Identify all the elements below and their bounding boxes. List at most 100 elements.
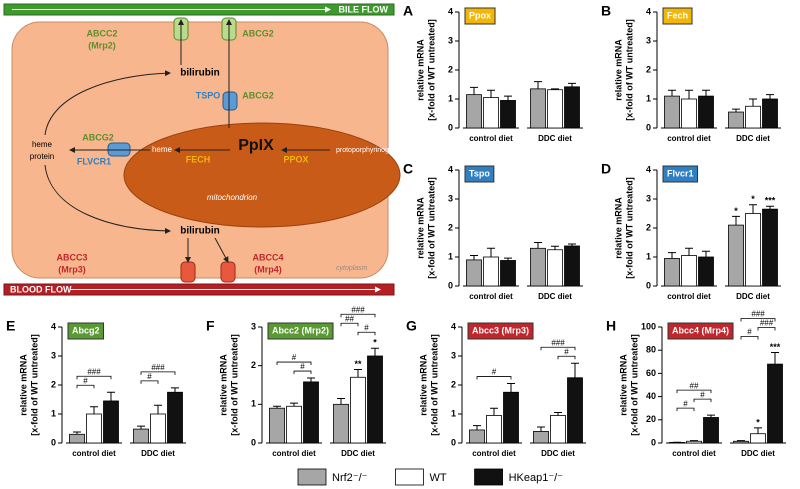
- significance-bracket: [140, 380, 159, 384]
- legend-swatch: [297, 468, 327, 486]
- legend-label: Nrf2⁻/⁻: [332, 472, 368, 484]
- bar: [500, 100, 516, 129]
- y-tick-label: 0: [448, 122, 453, 132]
- transporter: [222, 91, 238, 111]
- error-bar: [571, 362, 579, 378]
- error-bar: [732, 108, 740, 113]
- bar: [286, 405, 302, 444]
- significance-bracket: [340, 313, 376, 318]
- y-tick-label: 3: [646, 35, 651, 45]
- y-tick-label: 4: [451, 321, 456, 331]
- label: ABCG2: [242, 28, 274, 38]
- bar: [530, 247, 546, 287]
- y-tick-label: 3: [251, 321, 256, 331]
- bar: [547, 249, 563, 287]
- significance-bracket: [476, 376, 512, 380]
- label: bilirubin: [180, 68, 219, 79]
- y-tick-label: 3: [451, 350, 456, 360]
- error-bar: [534, 242, 542, 249]
- label: heme: [152, 145, 173, 154]
- bar: [762, 98, 778, 129]
- bar: [466, 94, 482, 129]
- bar: [703, 417, 719, 444]
- y-tick-label: 0: [448, 280, 453, 290]
- x-tick-label: control diet: [469, 134, 513, 143]
- y-axis-label: relative mRNA: [613, 197, 623, 259]
- error-bar: [554, 412, 562, 416]
- significance-label: ###: [87, 367, 101, 376]
- significance-bracket: [693, 398, 712, 403]
- x-tick-label: DDC diet: [341, 449, 375, 458]
- gene-label: Ppox: [469, 10, 491, 20]
- error-bar: [754, 427, 762, 434]
- gene-label-box: [267, 322, 334, 340]
- label: PPOX: [283, 154, 308, 164]
- x-tick-label: DDC diet: [541, 449, 575, 458]
- error-bar: [534, 81, 542, 89]
- bar: [698, 256, 714, 287]
- y-tick-label: 2: [51, 379, 56, 389]
- y-tick-label: 20: [646, 414, 656, 424]
- y-axis-label: relative mRNA: [618, 354, 628, 416]
- bar: [762, 208, 778, 287]
- y-axis-label: relative mRNA: [415, 197, 425, 259]
- y-tick-label: 0: [646, 122, 651, 132]
- y-axis-label: [x-fold of WT untreated]: [29, 334, 39, 435]
- panel-letter: F: [206, 318, 215, 334]
- significance-label: ###: [751, 310, 765, 319]
- y-axis-label: [x-fold of WT untreated]: [624, 177, 634, 278]
- y-axis-label: [x-fold of WT untreated]: [624, 19, 634, 120]
- significance-mark: *: [734, 206, 738, 216]
- significance-label: #: [292, 353, 297, 362]
- significance-bracket: [340, 322, 359, 327]
- panel-letter: D: [601, 161, 611, 177]
- transporter: [220, 261, 236, 283]
- error-bar: [504, 95, 512, 101]
- bar: [500, 260, 516, 287]
- y-tick-label: 2: [448, 64, 453, 74]
- bar: [367, 355, 383, 444]
- legend-swatch: [395, 468, 424, 486]
- y-tick-label: 2: [646, 222, 651, 232]
- significance-bracket: [740, 318, 776, 322]
- error-bar: [487, 89, 495, 98]
- gene-label-box: [667, 322, 734, 340]
- error-bar: [551, 245, 559, 250]
- y-axis-label: relative mRNA: [613, 39, 623, 101]
- bar: [564, 86, 580, 129]
- bar: [728, 224, 744, 287]
- x-tick-label: control diet: [667, 134, 711, 143]
- label: (Mrp3): [58, 264, 86, 274]
- y-tick-label: 2: [451, 379, 456, 389]
- y-tick-label: 60: [646, 368, 656, 378]
- y-tick-label: 4: [646, 164, 651, 174]
- significance-bracket: [676, 389, 712, 394]
- significance-mark: *: [756, 417, 760, 427]
- panel-letter: H: [606, 318, 616, 334]
- bar: [503, 391, 519, 444]
- error-bar: [707, 414, 715, 418]
- bar: [681, 255, 697, 287]
- x-tick-label: control diet: [72, 449, 116, 458]
- error-bar: [470, 255, 478, 260]
- error-bar: [73, 431, 81, 435]
- y-tick-label: 80: [646, 345, 656, 355]
- bar: [150, 413, 166, 444]
- label: BLOOD FLOW: [10, 284, 72, 294]
- error-bar: [107, 391, 115, 401]
- error-bar: [551, 88, 559, 90]
- y-axis-label: [x-fold of WT untreated]: [429, 334, 439, 435]
- label: ABCC3: [56, 252, 87, 262]
- x-tick-label: DDC diet: [736, 134, 770, 143]
- gene-label-box: [662, 7, 693, 25]
- pathway-diagram: BILE FLOW BLOOD FLOW ABCC2 (Mrp2) ABCG2 …: [3, 3, 406, 296]
- error-bar: [690, 440, 698, 442]
- y-tick-label: 1: [448, 93, 453, 103]
- y-tick-label: 2: [646, 64, 651, 74]
- significance-label: ###: [551, 338, 565, 347]
- bar: [483, 97, 499, 129]
- label: (Mrp4): [254, 264, 282, 274]
- gene-label: Fech: [667, 10, 688, 20]
- label: bilirubin: [180, 226, 219, 237]
- gene-label: Abcg2: [72, 325, 100, 335]
